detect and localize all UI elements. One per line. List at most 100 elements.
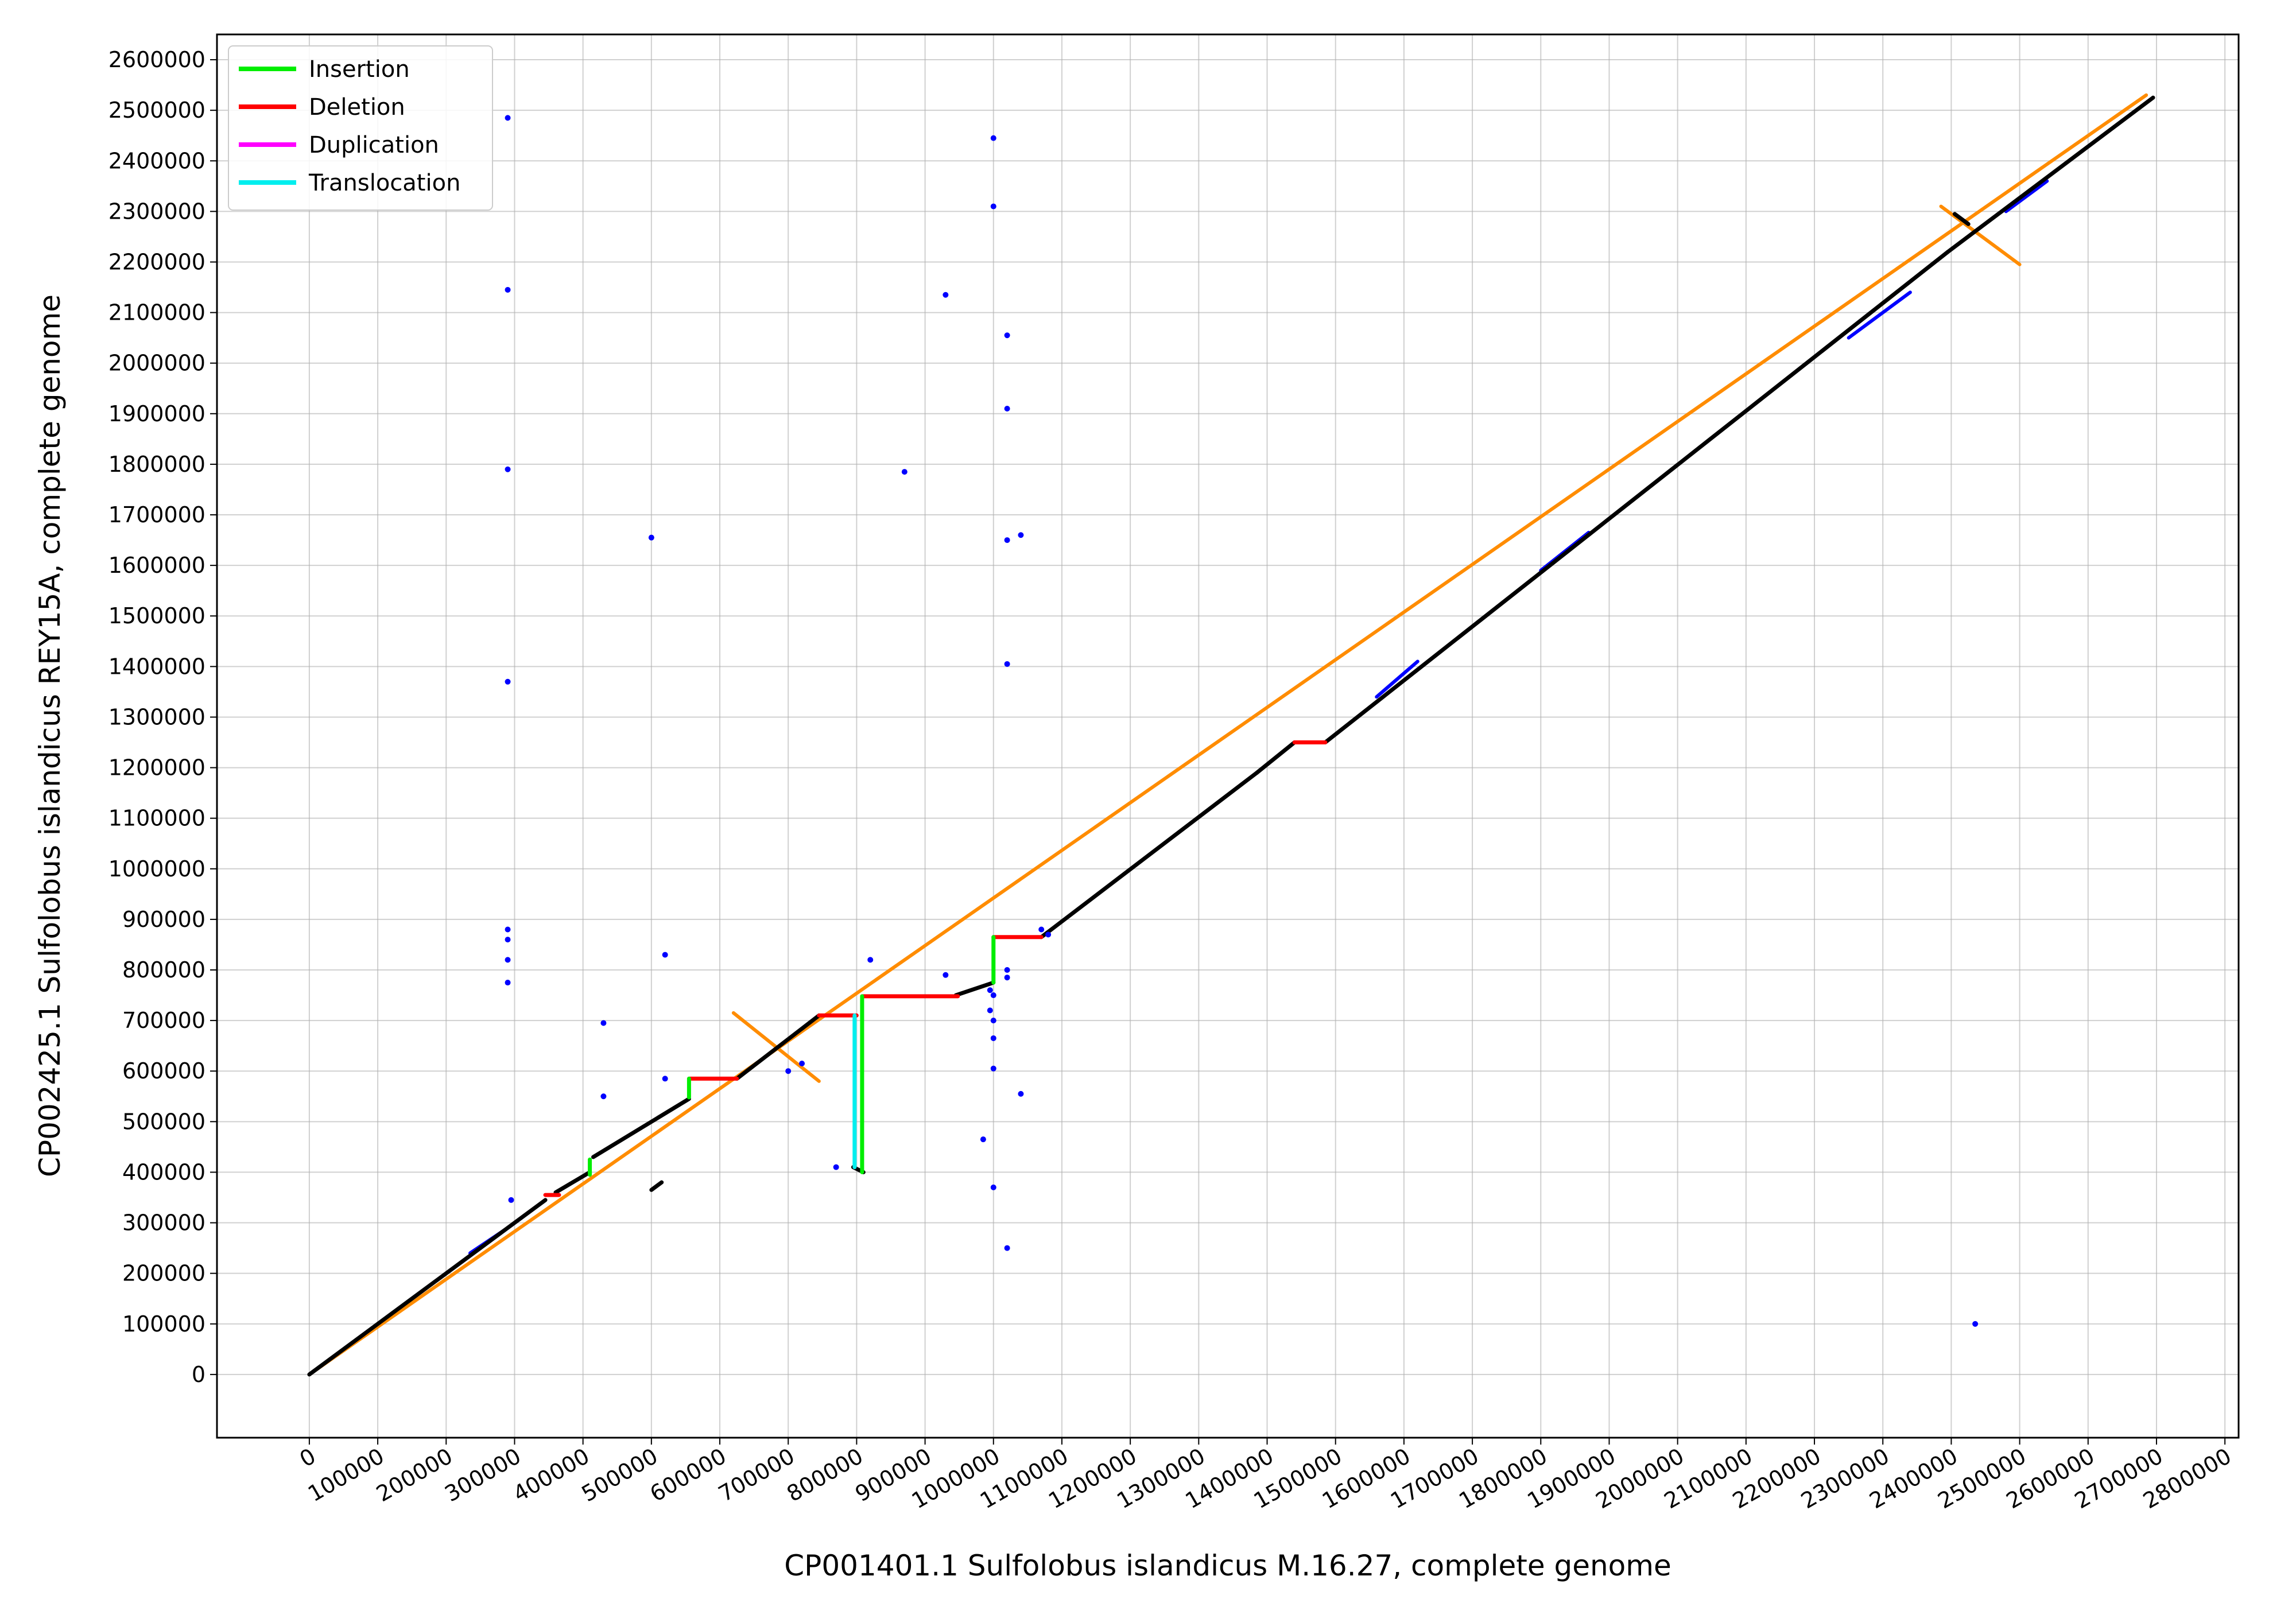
x-axis-title: CP001401.1 Sulfolobus islandicus M.16.27…	[784, 1549, 1671, 1582]
legend-label: Translocation	[308, 170, 460, 196]
y-tick-label: 2100000	[108, 300, 205, 325]
y-tick-label: 700000	[122, 1008, 205, 1033]
x-tick-label: 300000	[440, 1443, 525, 1507]
match-point	[505, 115, 511, 121]
match-point	[990, 1035, 996, 1041]
legend: Insertion Deletion Duplication Translocatio…	[228, 45, 493, 211]
match-point	[1972, 1321, 1979, 1327]
y-axis-title: CP002425.1 Sulfolobus islandicus REY15A,…	[33, 294, 67, 1177]
y-tick-label: 1900000	[108, 401, 205, 426]
match-point	[980, 1136, 986, 1143]
plot-frame	[216, 33, 2240, 1439]
y-tick-label: 2600000	[108, 47, 205, 72]
match-point	[1018, 532, 1024, 538]
minor-alignment-segment	[1847, 290, 1912, 340]
alignment-segment	[591, 1097, 691, 1159]
x-axis-ticks: 0100000200000300000400000500000600000700…	[295, 1438, 2236, 1513]
y-tick-label: 2200000	[108, 249, 205, 274]
match-point	[662, 1076, 668, 1082]
minor-alignment-segment	[1375, 659, 1420, 699]
legend-label: Deletion	[309, 94, 405, 121]
match-point	[987, 1007, 993, 1014]
orange-segment	[1939, 204, 2022, 266]
match-point	[833, 1164, 839, 1170]
match-point	[505, 957, 511, 963]
match-point	[799, 1061, 805, 1066]
y-tick-label: 800000	[122, 957, 205, 983]
match-point	[505, 926, 511, 933]
match-point	[505, 286, 511, 293]
match-point	[508, 1197, 514, 1203]
x-tick-label: 0	[295, 1443, 320, 1472]
match-point	[990, 203, 996, 209]
y-tick-label: 1300000	[108, 704, 205, 729]
y-tick-label: 2000000	[108, 351, 205, 376]
match-point	[1004, 661, 1010, 667]
y-tick-label: 400000	[122, 1159, 205, 1185]
y-tick-label: 2300000	[108, 199, 205, 224]
x-tick-label: 400000	[509, 1443, 594, 1507]
x-tick-label: 800000	[782, 1443, 867, 1507]
y-tick-label: 300000	[122, 1210, 205, 1236]
match-point	[987, 987, 993, 993]
y-tick-label: 1500000	[108, 603, 205, 628]
match-point	[990, 1184, 996, 1190]
orange-segment	[307, 93, 2148, 1376]
y-tick-label: 2400000	[108, 148, 205, 173]
match-point	[1038, 926, 1045, 933]
y-tick-label: 500000	[122, 1109, 205, 1134]
x-tick-label: 100000	[304, 1443, 389, 1507]
y-tick-label: 1600000	[108, 553, 205, 578]
x-tick-label: 700000	[714, 1443, 799, 1507]
match-point	[1004, 406, 1010, 412]
grid-lines	[217, 34, 2239, 1438]
x-tick-label: 600000	[646, 1443, 731, 1507]
match-point	[505, 980, 511, 986]
match-point	[785, 1068, 792, 1074]
y-axis-ticks: 0 100000 200000 300000 400000 500000 600000 700…	[108, 47, 217, 1387]
y-tick-label: 100000	[122, 1311, 205, 1337]
match-point	[600, 1093, 607, 1100]
match-point	[1004, 975, 1010, 981]
alignment-segment	[649, 1180, 664, 1192]
alignment-segment	[1952, 212, 1971, 226]
y-tick-label: 1200000	[108, 755, 205, 781]
match-point	[1004, 332, 1010, 339]
minor-alignment-segment	[2004, 179, 2049, 214]
match-point	[505, 937, 511, 943]
alignment-segment	[1323, 250, 1950, 745]
y-tick-label: 1800000	[108, 452, 205, 477]
match-point	[867, 957, 874, 963]
alignment-segment	[1255, 740, 1297, 775]
match-point	[600, 1020, 607, 1026]
alignment-segment	[1039, 770, 1259, 940]
legend-label: Insertion	[309, 56, 410, 83]
match-point	[901, 469, 907, 475]
y-tick-label: 1000000	[108, 856, 205, 882]
y-tick-label: 2500000	[108, 98, 205, 123]
alignment-segment	[1945, 95, 2155, 254]
y-tick-label: 1400000	[108, 654, 205, 679]
data-marks	[307, 93, 2155, 1377]
match-point	[1045, 931, 1052, 938]
x-tick-label: 500000	[577, 1443, 662, 1507]
match-point	[990, 1065, 996, 1072]
y-tick-label: 1100000	[108, 806, 205, 831]
legend-label: Duplication	[309, 132, 439, 158]
match-point	[1018, 1090, 1024, 1097]
alignment-segment	[953, 980, 996, 997]
alignment-segment	[307, 1198, 548, 1377]
match-point	[990, 992, 996, 999]
match-point	[943, 972, 949, 978]
match-point	[1004, 537, 1010, 544]
y-tick-label: 600000	[122, 1058, 205, 1084]
legend-box	[228, 45, 493, 211]
match-point	[505, 466, 511, 472]
x-tick-label: 200000	[372, 1443, 457, 1507]
match-point	[648, 534, 654, 541]
match-point	[1004, 1245, 1010, 1251]
match-point	[990, 135, 996, 141]
y-tick-label: 0	[192, 1362, 205, 1387]
alignment-segment	[553, 1170, 592, 1195]
